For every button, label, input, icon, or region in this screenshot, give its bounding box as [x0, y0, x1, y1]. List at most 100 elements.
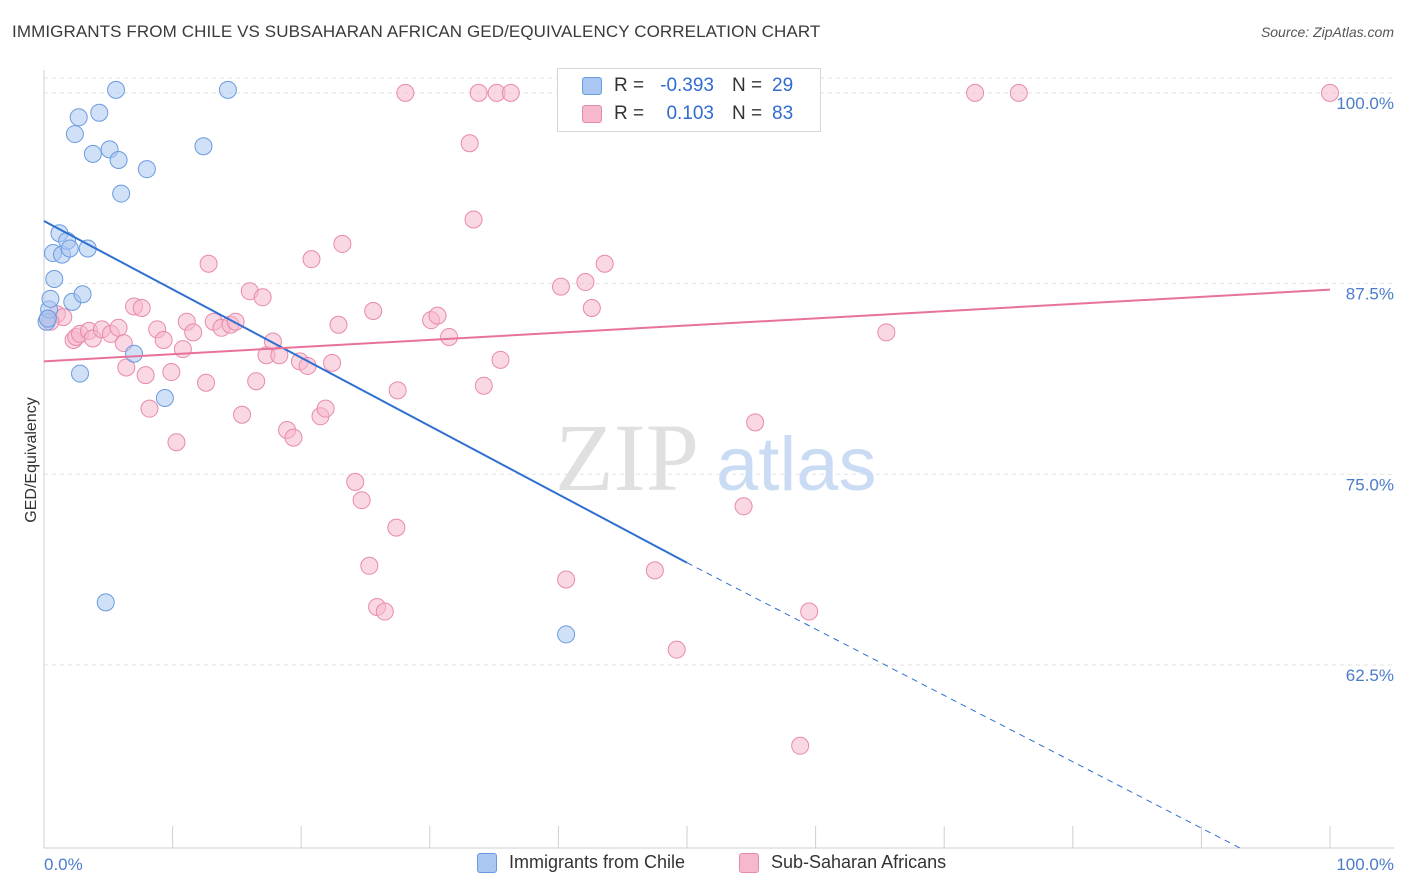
data-point	[746, 413, 765, 432]
legend-r-value: -0.393	[660, 75, 714, 96]
data-point	[167, 433, 186, 452]
y-tick-label: 62.5%	[1346, 666, 1394, 685]
data-point	[557, 570, 576, 589]
trend-line-chile	[43, 220, 688, 564]
data-point	[218, 80, 237, 99]
y-tick-labels: 100.0% 87.5% 75.0% 62.5%	[1336, 94, 1394, 685]
data-point	[137, 160, 156, 179]
data-point	[41, 289, 60, 308]
data-point	[45, 269, 64, 288]
data-point	[184, 323, 203, 342]
data-point	[155, 388, 174, 407]
data-point	[501, 83, 520, 102]
y-tick-label: 87.5%	[1346, 285, 1394, 304]
data-point	[96, 593, 115, 612]
bottom-legend-label-sub-saharan: Sub-Saharan Africans	[771, 852, 947, 872]
data-point	[474, 376, 493, 395]
data-point	[60, 239, 79, 258]
data-point	[194, 137, 213, 156]
data-point	[576, 273, 595, 292]
data-point	[491, 350, 510, 369]
data-point	[253, 288, 272, 307]
legend-n-label: N =	[732, 103, 763, 124]
data-point	[302, 250, 321, 269]
data-point	[284, 428, 303, 447]
data-point	[132, 298, 151, 317]
data-point	[966, 83, 985, 102]
bottom-legend-label-chile: Immigrants from Chile	[509, 852, 686, 872]
legend-n-value: 29	[772, 75, 794, 96]
legend-swatch-sub-saharan	[582, 105, 602, 123]
data-point	[464, 210, 483, 229]
data-point	[396, 83, 415, 102]
bottom-legend-swatch-chile	[477, 852, 497, 873]
data-point	[197, 373, 216, 392]
y-tick-label: 100.0%	[1336, 94, 1394, 113]
data-point	[551, 277, 570, 296]
data-point	[364, 302, 383, 321]
data-point	[428, 306, 447, 325]
bottom-legend-swatch-sub-saharan	[739, 852, 759, 873]
legend-swatch-chile	[582, 77, 602, 95]
data-point	[154, 331, 173, 350]
x-ticks	[43, 826, 1331, 848]
data-point	[734, 497, 753, 516]
chart-title: IMMIGRANTS FROM CHILE VS SUBSAHARAN AFRI…	[12, 22, 821, 41]
correlation-legend: R = -0.393 N = 29 R = 0.103 N = 83	[557, 68, 821, 132]
legend-n-label: N =	[732, 75, 763, 96]
data-point	[73, 285, 92, 304]
data-point	[71, 364, 90, 383]
data-point	[109, 318, 128, 337]
x-tick-label-min: 0.0%	[44, 855, 83, 874]
data-point	[117, 358, 136, 377]
data-point	[329, 315, 348, 334]
data-point	[69, 108, 88, 127]
data-point	[247, 372, 266, 391]
bottom-legend-sub-saharan: Sub-Saharan Africans	[739, 852, 946, 873]
data-point	[791, 736, 810, 755]
grid-lines	[44, 77, 1394, 666]
data-point	[877, 323, 896, 342]
data-point	[140, 399, 159, 418]
data-point	[316, 399, 335, 418]
data-point	[352, 491, 371, 510]
data-point	[460, 134, 479, 153]
data-point	[173, 340, 192, 359]
data-point	[109, 151, 128, 170]
x-tick-label-max: 100.0%	[1336, 855, 1394, 874]
data-point	[199, 254, 218, 273]
data-point	[162, 363, 181, 382]
trend-lines	[43, 220, 1331, 849]
data-point	[1321, 83, 1339, 102]
data-point	[226, 312, 245, 331]
legend-row-sub-saharan: R = 0.103 N = 83	[582, 101, 793, 127]
data-point	[800, 602, 819, 621]
data-point	[65, 125, 84, 144]
watermark-atlas: atlas	[716, 422, 877, 507]
data-point	[333, 234, 352, 253]
legend-row-chile: R = -0.393 N = 29	[582, 73, 793, 99]
data-point	[582, 298, 601, 317]
bottom-legend-chile: Immigrants from Chile	[477, 852, 685, 873]
data-point	[112, 184, 131, 203]
legend-r-label: R =	[614, 103, 645, 124]
data-point	[346, 472, 365, 491]
data-point	[440, 327, 459, 346]
y-axis-title: GED/Equivalency	[23, 397, 40, 522]
watermark-zip: ZIP	[555, 404, 699, 511]
data-point	[667, 640, 686, 659]
watermark: ZIP atlas	[555, 404, 877, 511]
data-point	[375, 602, 394, 621]
data-point	[1009, 83, 1028, 102]
data-point	[557, 625, 576, 644]
data-point	[38, 309, 57, 328]
legend-r-value: 0.103	[666, 103, 714, 124]
data-point	[90, 103, 109, 122]
data-point	[388, 381, 407, 400]
data-point	[233, 405, 252, 424]
data-point	[323, 353, 342, 372]
series-chile-points	[37, 80, 576, 644]
data-point	[360, 556, 379, 575]
trend-line-sub-saharan	[43, 288, 1331, 363]
